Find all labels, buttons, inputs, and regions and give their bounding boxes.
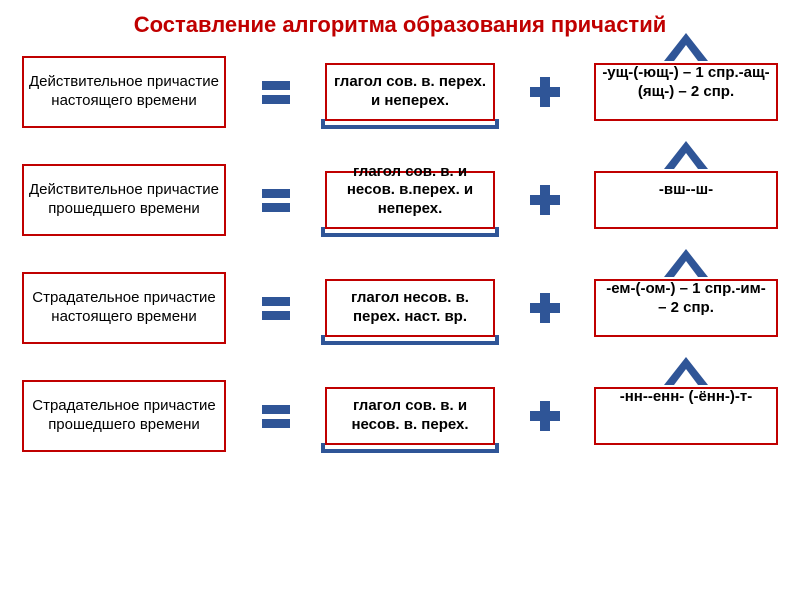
stem-bracket-icon	[321, 227, 499, 237]
participle-type-box: Действительное причастие прошедшего врем…	[22, 164, 226, 236]
formula-row: Действительное причастие настоящего врем…	[22, 56, 778, 128]
equals-icon	[259, 293, 293, 323]
equals-icon	[259, 185, 293, 215]
plus-icon	[528, 399, 562, 433]
formula-row: Страдательное причастие прошедшего време…	[22, 380, 778, 452]
equals-icon	[259, 401, 293, 431]
plus-icon	[528, 291, 562, 325]
equals-icon	[259, 77, 293, 107]
stem-bracket-icon	[321, 335, 499, 345]
stem-bracket-icon	[321, 119, 499, 129]
verb-source-box: глагол сов. в. перех. и неперех.	[325, 63, 495, 121]
plus-icon	[528, 183, 562, 217]
formula-row: Страдательное причастие настоящего време…	[22, 272, 778, 344]
participle-type-box: Страдательное причастие прошедшего време…	[22, 380, 226, 452]
participle-type-box: Действительное причастие настоящего врем…	[22, 56, 226, 128]
suffix-box: -ем-(-ом-) – 1 спр.-им- – 2 спр.	[594, 279, 778, 337]
suffix-box: -вш--ш-	[594, 171, 778, 229]
plus-icon	[528, 75, 562, 109]
verb-source-box: глагол сов. в. и несов. в. перех.	[325, 387, 495, 445]
verb-source-box: глагол сов. в. и несов. в.перех. и непер…	[325, 171, 495, 229]
verb-source-box: глагол несов. в. перех. наст. вр.	[325, 279, 495, 337]
participle-type-box: Страдательное причастие настоящего време…	[22, 272, 226, 344]
suffix-box: -нн--енн- (-ённ-)-т-	[594, 387, 778, 445]
formula-row: Действительное причастие прошедшего врем…	[22, 164, 778, 236]
rows-container: Действительное причастие настоящего врем…	[0, 56, 800, 452]
suffix-box: -ущ-(-ющ-) – 1 спр.-ащ-(ящ-) – 2 спр.	[594, 63, 778, 121]
stem-bracket-icon	[321, 443, 499, 453]
